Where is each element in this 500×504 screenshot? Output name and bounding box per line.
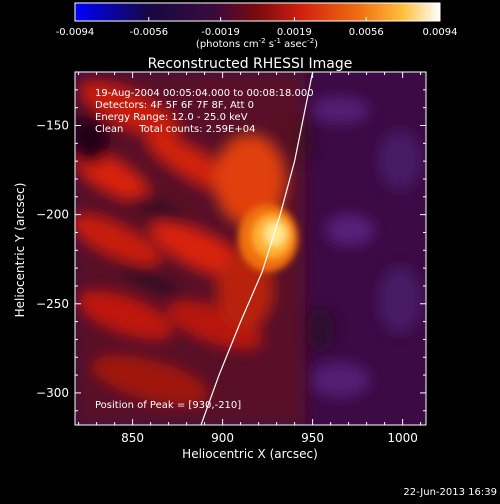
heatmap-image — [75, 72, 426, 425]
y-tick-label: −200 — [36, 208, 69, 222]
x-axis: 850 900 950 1000 — [78, 72, 422, 445]
colorbar-tick-label: 0.0094 — [423, 27, 458, 38]
y-axis: −150 −200 −250 −300 — [36, 71, 426, 412]
x-tick-label: 1000 — [387, 431, 418, 445]
x-tick-label: 950 — [301, 431, 324, 445]
x-axis-label: Heliocentric X (arcsec) — [182, 447, 318, 461]
y-tick-label: −150 — [36, 118, 69, 132]
y-tick-label: −300 — [36, 386, 69, 400]
y-tick-label: −250 — [36, 297, 69, 311]
solar-limb-line — [200, 72, 314, 425]
annotation-energy: Energy Range: 12.0 - 25.0 keV — [95, 112, 248, 123]
footer-timestamp: 22-Jun-2013 16:39 — [403, 487, 497, 498]
annotation-time: 19-Aug-2004 00:05:04.000 to 00:08:18.000 — [95, 88, 314, 99]
annotation-detectors: Detectors: 4F 5F 6F 7F 8F, Att 0 — [95, 100, 254, 111]
plot-frame — [74, 71, 427, 426]
annotation-clean: Clean Total counts: 2.59E+04 — [95, 124, 255, 135]
peak-position-label: Position of Peak = [930,-210] — [95, 400, 241, 411]
colorbar — [74, 2, 441, 22]
x-tick-label: 850 — [121, 431, 144, 445]
colorbar-tick-label: 0.0056 — [349, 27, 384, 38]
colorbar-unit-label: (photons cm-2 s-1 asec-2) — [196, 37, 318, 50]
colorbar-tick-label: 0.0019 — [277, 27, 312, 38]
x-tick-label: 900 — [211, 431, 234, 445]
colorbar-tick-label: -0.0019 — [201, 27, 240, 38]
y-axis-label: Heliocentric Y (arcsec) — [13, 183, 27, 318]
annotation-block: 19-Aug-2004 00:05:04.000 to 00:08:18.000… — [95, 88, 314, 135]
chart-title: Reconstructed RHESSI Image — [148, 56, 353, 72]
colorbar-ticks: -0.0094 -0.0056 -0.0019 0.0019 0.0056 0.0094 — [56, 17, 458, 38]
colorbar-tick-label: -0.0094 — [56, 27, 95, 38]
colorbar-tick-label: -0.0056 — [129, 27, 168, 38]
